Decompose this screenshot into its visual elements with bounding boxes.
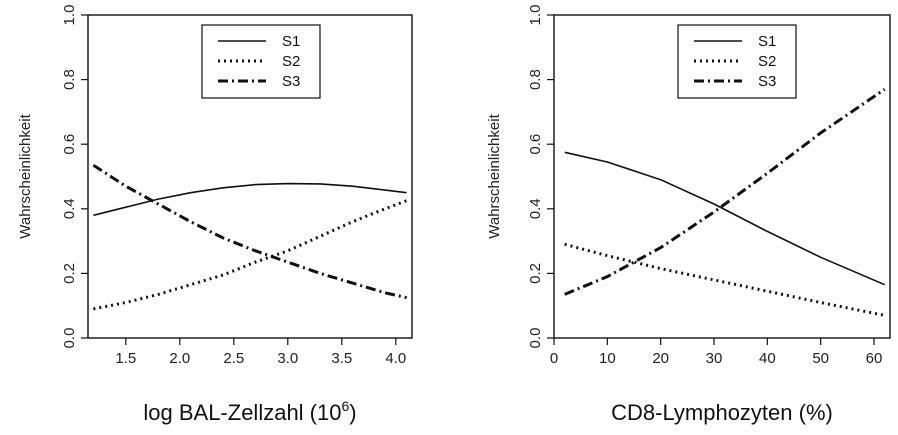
legend-label-s2: S2 [758,53,776,70]
y-tick-label: 0.0 [527,328,544,349]
legend-label-s3: S3 [758,73,776,90]
y-tick-label: 0.8 [527,69,544,90]
series-line-s2 [93,199,408,311]
x-tick-label: 2.0 [169,350,190,367]
right-chart-panel: 0 10 20 30 40 50 60 0.0 0.2 0.4 0.6 0.8 1.0 Wahrschei… [486,5,891,425]
x-tick-label: 20 [652,350,669,367]
x-tick-label: 4.0 [385,350,406,367]
x-tick-label: 60 [866,350,883,367]
y-tick-label: 0.4 [527,198,544,219]
legend-label-s2: S2 [282,53,300,70]
y-tick-label: 0.2 [527,263,544,284]
x-tick-label: 2.5 [223,350,244,367]
legend-label-s1: S1 [282,33,300,50]
x-axis-label-superscript: 6 [341,398,349,414]
series-line-s3 [564,88,886,296]
x-axis-label-end: ) [349,400,356,425]
legend-label-s3: S3 [282,73,300,90]
x-tick-label: 50 [812,350,829,367]
legend: S1 S2 S3 [201,24,321,99]
x-tick-label: 40 [759,350,776,367]
legend: S1 S2 S3 [677,24,797,99]
series-line-s1 [93,182,407,217]
y-tick-label: 0.0 [61,328,78,349]
x-tick-label: 1.5 [115,350,136,367]
y-tick-label: 1.0 [61,5,78,26]
y-tick-label: 0.4 [61,198,78,219]
x-axis-label: log BAL-Zellzahl (106) [143,398,356,425]
x-axis-label-main: CD8-Lymphozyten (%) [611,400,833,425]
plot-frame [553,14,891,339]
x-tick-label: 0 [550,350,558,367]
plot-frame [87,14,413,339]
y-axis-label: Wahrscheinlichkeit [486,113,503,238]
y-tick-label: 1.0 [527,5,544,26]
y-tick-label: 0.6 [61,134,78,155]
x-axis-label-main: log BAL-Zellzahl (10 [143,400,341,425]
y-tick-label: 0.8 [61,69,78,90]
series-line-s2 [564,242,885,317]
x-axis-label: CD8-Lymphozyten (%) [611,400,833,425]
x-tick-label: 30 [706,350,723,367]
x-tick-label: 3.5 [331,350,352,367]
left-chart-panel: 1.5 2.0 2.5 3.0 3.5 4.0 0.0 0.2 0.4 0.6 0.8 1.0 Wahr… [17,5,413,425]
x-tick-label: 10 [599,350,616,367]
legend-label-s1: S1 [758,33,776,50]
y-axis-label: Wahrscheinlichkeit [17,113,34,238]
series-line-s1 [564,151,886,286]
series-line-s3 [92,163,407,300]
x-tick-label: 3.0 [277,350,298,367]
y-tick-label: 0.6 [527,134,544,155]
y-tick-label: 0.2 [61,263,78,284]
